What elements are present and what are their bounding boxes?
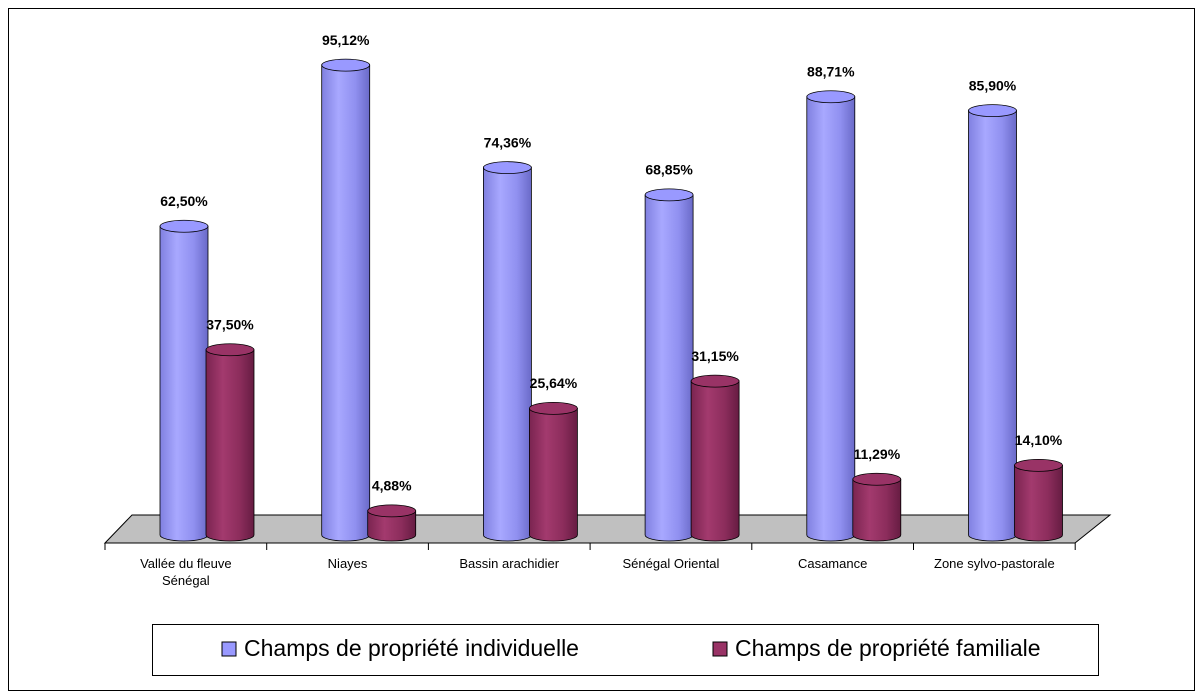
bar-body <box>968 110 1017 542</box>
legend-label: Champs de propriété familiale <box>735 635 1041 661</box>
value-label: 68,85% <box>645 162 693 178</box>
bar-top <box>321 58 371 72</box>
bar-body <box>806 96 856 542</box>
bar <box>529 401 578 542</box>
value-label: 85,90% <box>969 77 1017 93</box>
bar-body <box>1014 464 1063 542</box>
x-tick-label: Bassin arachidier <box>459 556 560 571</box>
bar-body <box>367 510 417 542</box>
value-label: 74,36% <box>484 134 532 150</box>
value-label: 95,12% <box>322 32 370 48</box>
floor <box>103 514 1112 544</box>
value-label: 14,10% <box>1015 432 1063 448</box>
x-tick-label: Zone sylvo-pastorale <box>934 556 1055 571</box>
bar-top <box>205 343 255 357</box>
legend-swatch <box>712 641 728 657</box>
bar <box>367 504 417 542</box>
legend-label: Champs de propriété individuelle <box>244 635 579 661</box>
value-label: 4,88% <box>372 478 412 494</box>
bar-top <box>806 90 856 104</box>
bar-body <box>483 167 532 542</box>
bar <box>852 472 902 542</box>
bar <box>159 219 209 542</box>
bar-top <box>1014 458 1063 472</box>
bar <box>1014 458 1063 542</box>
legend-swatch <box>221 641 237 657</box>
value-label: 62,50% <box>160 193 208 209</box>
bar <box>968 104 1017 542</box>
bar-body <box>529 407 578 542</box>
bar <box>205 343 255 542</box>
bar-top <box>367 504 417 518</box>
bar-body <box>205 349 255 542</box>
legend <box>152 624 1099 676</box>
bar-body <box>852 478 902 542</box>
bar <box>482 161 532 542</box>
x-tick-label: Vallée du fleuve Sénégal <box>140 556 232 588</box>
value-label: 31,15% <box>691 348 739 364</box>
bar-top <box>852 472 902 486</box>
bar <box>806 90 856 542</box>
value-label: 11,29% <box>853 446 900 462</box>
bar-top <box>159 219 209 233</box>
x-tick-label: Casamance <box>797 556 868 571</box>
bar-top <box>968 104 1017 118</box>
frame <box>8 8 1195 691</box>
x-tick-label: Niayes <box>327 556 368 571</box>
bar-body <box>159 225 209 542</box>
bar-top <box>690 374 740 388</box>
bar-top <box>529 401 578 415</box>
bar-body <box>321 64 371 542</box>
bar-top <box>644 188 694 202</box>
bar-body <box>690 380 740 542</box>
bar <box>644 188 694 542</box>
value-label: 25,64% <box>530 375 578 391</box>
value-label: 88,71% <box>807 63 855 79</box>
value-label: 37,50% <box>206 316 254 332</box>
x-tick-label: Sénégal Oriental <box>622 556 720 571</box>
bar <box>321 58 371 542</box>
bar-top <box>482 161 532 175</box>
bar-body <box>644 194 694 542</box>
bar <box>690 374 740 542</box>
